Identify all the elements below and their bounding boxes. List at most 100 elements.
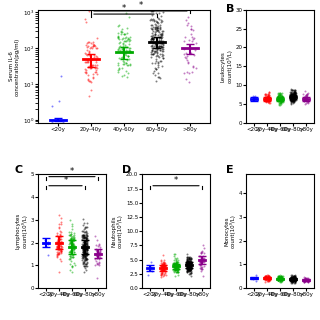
Point: [162, 263, 167, 268]
Point: [173, 251, 178, 256]
Point: [291, 93, 296, 98]
Point: [127, 61, 132, 67]
Point: [277, 276, 282, 281]
Point: [188, 50, 194, 55]
Point: [185, 259, 190, 264]
Point: [289, 99, 294, 104]
Point: [173, 263, 178, 268]
Point: [264, 96, 269, 101]
Point: [262, 97, 267, 102]
Point: [291, 96, 296, 101]
Point: [184, 260, 189, 265]
Point: [288, 276, 293, 281]
Point: [185, 264, 190, 269]
Point: [150, 71, 155, 76]
Point: [58, 239, 63, 244]
Point: [156, 53, 161, 58]
Point: [86, 78, 91, 83]
Point: [279, 278, 284, 284]
Point: [58, 74, 63, 79]
Point: [292, 277, 298, 283]
Point: [171, 251, 176, 256]
Point: [185, 260, 190, 266]
Point: [267, 274, 272, 279]
Point: [173, 258, 178, 263]
Point: [95, 255, 100, 260]
Point: [290, 277, 295, 283]
Point: [188, 256, 193, 261]
Point: [68, 232, 73, 237]
Point: [185, 259, 190, 264]
Point: [290, 280, 295, 285]
Point: [293, 90, 298, 95]
Point: [122, 43, 127, 48]
Point: [125, 36, 131, 42]
Point: [172, 261, 178, 266]
Point: [292, 96, 297, 101]
Point: [81, 253, 86, 258]
Point: [84, 256, 89, 261]
Point: [93, 251, 99, 256]
Point: [172, 260, 177, 265]
Point: [83, 240, 88, 245]
Point: [125, 75, 130, 80]
Point: [82, 69, 87, 74]
Point: [267, 276, 272, 282]
Point: [153, 26, 158, 31]
Point: [55, 237, 60, 243]
Point: [175, 261, 180, 267]
Point: [253, 93, 258, 98]
Point: [84, 261, 89, 267]
Point: [289, 276, 294, 282]
Point: [116, 36, 121, 41]
Point: [278, 93, 283, 98]
Point: [87, 52, 92, 57]
Point: [67, 237, 72, 242]
Point: [159, 271, 164, 276]
Point: [278, 273, 284, 278]
Point: [82, 236, 87, 241]
Point: [158, 45, 163, 50]
Point: [175, 265, 180, 270]
Point: [72, 235, 77, 240]
Point: [276, 99, 281, 104]
Point: [171, 261, 176, 267]
Point: [188, 266, 194, 271]
Point: [288, 96, 293, 101]
Point: [197, 258, 202, 263]
Point: [81, 247, 86, 252]
Point: [187, 267, 192, 272]
Point: [70, 244, 75, 249]
Point: [277, 99, 283, 104]
Point: [70, 227, 75, 232]
Point: [292, 280, 297, 285]
Point: [305, 95, 310, 100]
Point: [289, 94, 294, 99]
Point: [123, 34, 128, 39]
Point: [97, 251, 102, 256]
Point: [92, 54, 97, 60]
Point: [85, 243, 90, 248]
Point: [292, 96, 298, 101]
Point: [291, 92, 296, 97]
Point: [276, 98, 281, 103]
Point: [87, 45, 92, 50]
Point: [188, 261, 193, 266]
Point: [288, 97, 293, 102]
Point: [276, 103, 282, 108]
Point: [68, 254, 73, 259]
Point: [45, 241, 50, 246]
Point: [304, 278, 309, 283]
Point: [292, 277, 297, 283]
Point: [59, 246, 64, 251]
Point: [199, 248, 204, 253]
Point: [95, 45, 100, 51]
Point: [275, 97, 280, 102]
Point: [266, 276, 271, 282]
Point: [174, 263, 180, 268]
Point: [175, 267, 180, 272]
Point: [291, 276, 296, 281]
Point: [265, 96, 270, 101]
Point: [69, 242, 74, 247]
Point: [292, 92, 297, 98]
